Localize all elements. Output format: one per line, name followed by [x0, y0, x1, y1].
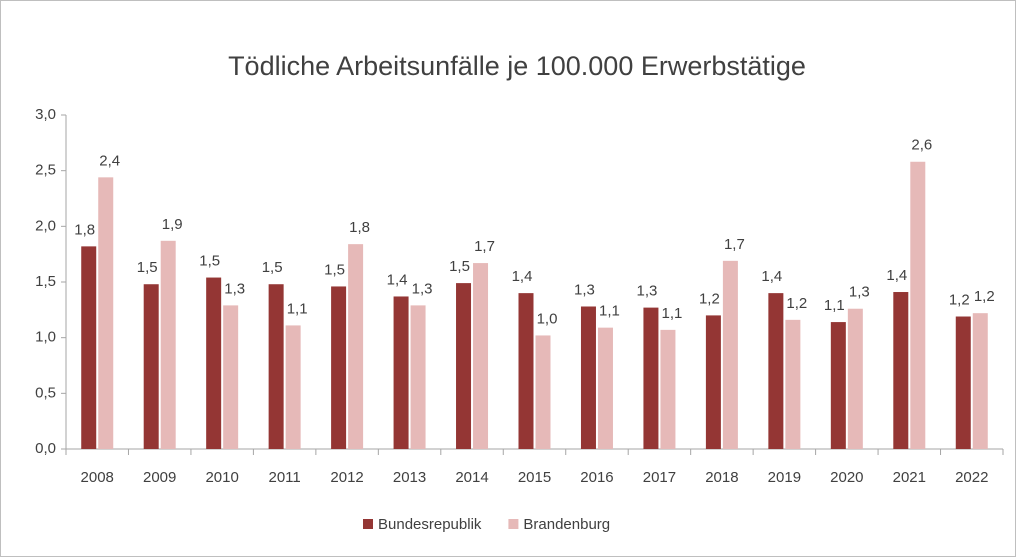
bar: [830, 322, 846, 449]
value-label: 1,1: [599, 303, 620, 320]
bar: [160, 240, 176, 449]
value-label: 1,9: [162, 216, 183, 233]
legend-label: Brandenburg: [523, 516, 610, 533]
bar: [785, 319, 801, 449]
value-label: 1,1: [824, 297, 845, 314]
legend-label: Bundesrepublik: [378, 516, 482, 533]
value-label: 1,3: [637, 283, 658, 300]
value-label: 1,2: [786, 295, 807, 312]
value-label: 1,3: [574, 281, 595, 298]
value-label: 1,4: [761, 268, 782, 285]
bar: [955, 316, 971, 449]
bar: [143, 284, 159, 449]
value-label: 1,4: [512, 268, 533, 285]
x-tick-label: 2019: [768, 469, 801, 486]
value-label: 2,6: [911, 137, 932, 154]
x-tick-label: 2021: [893, 469, 926, 486]
value-label: 1,4: [886, 267, 907, 284]
bar: [643, 307, 659, 449]
bar: [518, 293, 534, 449]
bar: [847, 308, 863, 449]
value-label: 2,4: [99, 152, 120, 169]
value-label: 1,3: [412, 280, 433, 297]
value-label: 1,3: [849, 284, 870, 301]
bar: [98, 177, 114, 449]
value-label: 1,1: [662, 305, 683, 322]
x-tick-label: 2008: [81, 469, 114, 486]
chart-title: Tödliche Arbeitsunfälle je 100.000 Erwer…: [228, 51, 806, 81]
bar: [473, 263, 489, 449]
x-tick-label: 2013: [393, 469, 426, 486]
value-label: 1,2: [949, 291, 970, 308]
x-tick-label: 2009: [143, 469, 176, 486]
y-tick-label: 1,5: [35, 273, 56, 290]
x-tick-label: 2011: [269, 469, 301, 486]
x-tick-label: 2022: [955, 469, 988, 486]
bar: [81, 246, 97, 449]
x-tick-label: 2014: [455, 469, 488, 486]
value-label: 1,3: [224, 280, 245, 297]
x-tick-label: 2016: [580, 469, 613, 486]
y-tick-label: 0,0: [35, 440, 56, 457]
bar: [206, 277, 222, 449]
bar: [535, 335, 551, 449]
x-tick-label: 2017: [643, 469, 676, 486]
bar: [393, 296, 409, 449]
x-tick-label: 2010: [205, 469, 238, 486]
x-tick-label: 2018: [705, 469, 738, 486]
value-label: 1,5: [137, 259, 158, 276]
value-label: 1,1: [287, 300, 308, 317]
legend-swatch: [508, 519, 519, 529]
y-tick-label: 2,5: [35, 162, 56, 179]
bar: [910, 161, 926, 449]
y-tick-label: 0,5: [35, 384, 56, 401]
value-label: 1,4: [387, 271, 408, 288]
bar: [597, 327, 613, 449]
bar: [348, 244, 364, 449]
value-label: 1,8: [349, 219, 370, 236]
value-label: 1,5: [324, 261, 345, 278]
bar: [268, 284, 284, 449]
bar: [456, 283, 472, 449]
bar: [972, 313, 988, 449]
y-tick-label: 1,0: [35, 329, 56, 346]
value-label: 1,5: [262, 259, 283, 276]
x-tick-label: 2020: [830, 469, 863, 486]
value-label: 1,0: [537, 310, 558, 327]
bar: [722, 260, 738, 449]
bar: [223, 305, 239, 449]
x-tick-label: 2012: [330, 469, 363, 486]
value-label: 1,7: [724, 236, 745, 253]
bar: [705, 315, 721, 449]
value-label: 1,7: [474, 238, 495, 255]
bar: [893, 292, 909, 449]
value-label: 1,8: [74, 221, 95, 238]
bar: [331, 286, 347, 449]
bar: [660, 329, 676, 449]
value-label: 1,2: [699, 290, 720, 307]
y-tick-label: 3,0: [35, 106, 56, 123]
bar: [580, 306, 596, 449]
bar: [768, 293, 784, 449]
y-tick-label: 2,0: [35, 217, 56, 234]
bar: [410, 305, 426, 449]
bar: [285, 325, 301, 449]
value-label: 1,2: [974, 288, 995, 305]
value-label: 1,5: [199, 253, 220, 270]
value-label: 1,5: [449, 258, 470, 275]
x-tick-label: 2015: [518, 469, 551, 486]
legend-swatch: [363, 519, 373, 529]
